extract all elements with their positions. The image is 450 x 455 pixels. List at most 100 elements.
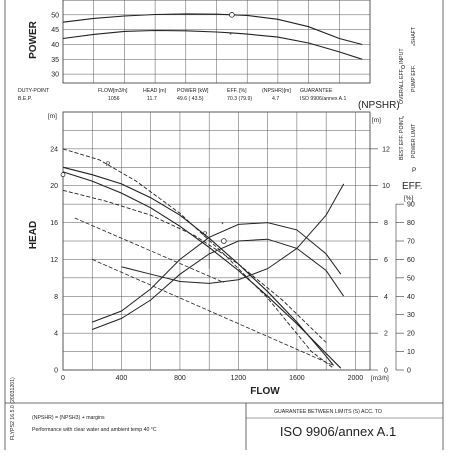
main-series-line — [62, 148, 334, 369]
duty-cell-6: ISO 9906/annex A.1 — [300, 96, 347, 102]
main-series-line — [92, 238, 345, 330]
guarantee-value: ISO 9906/annex A.1 — [280, 424, 396, 439]
legend-shaft: SHAFT — [411, 26, 417, 44]
npshr-tick-label: 10 — [382, 183, 390, 190]
power-y-tick-label: 30 — [51, 72, 59, 79]
main-x-tick-label: 0 — [61, 375, 65, 382]
main-marker-star: * — [221, 222, 224, 229]
power-marker-star: * — [229, 32, 232, 39]
main-x-ticks: 0 400 800 1200 1600 2000 — [61, 375, 363, 382]
duty-cell-1: 1056 — [108, 96, 120, 102]
legend-overall-eff: OVERALL EFF. — [399, 68, 405, 104]
eff-tick-label: 70 — [407, 239, 415, 246]
main-right-ticks: 0 2 4 6 8 10 12 0 10 20 30 40 50 60 70 80 90 — [370, 146, 415, 375]
main-curves: * — [60, 148, 345, 369]
main-series-line — [92, 222, 342, 323]
power-curves: * — [62, 12, 363, 60]
head-axis-label: HEAD — [28, 221, 39, 249]
eff-tick-label: 80 — [407, 220, 415, 227]
main-x-tick-label: 2000 — [348, 375, 364, 382]
legend-shaft-marker: * — [413, 44, 415, 50]
main-series-line — [62, 171, 342, 369]
duty-header-5: (NPSHR)[m] — [262, 88, 291, 94]
power-panel: 30 35 40 45 50 POWER * INPUT SHAFT * OVERALL… — [28, 0, 417, 104]
main-series-line — [121, 183, 345, 284]
power-legend: INPUT SHAFT * OVERALL EFF. PUMP EFF. — [399, 26, 417, 104]
power-y-ticks: 30 35 40 45 50 — [51, 12, 59, 78]
footer-note-1: (NPSHR) = (NPSH3) + margins — [32, 415, 105, 421]
main-marker-circle — [60, 172, 66, 178]
main-x-tick-label: 1200 — [231, 375, 247, 382]
npshr-tick-label: 4 — [384, 294, 388, 301]
side-label-bep: BEST EFF. POINT — [399, 116, 405, 160]
main-marker-circle — [221, 238, 227, 244]
npshr-tick-label: 12 — [382, 146, 390, 153]
power-grid — [62, 0, 371, 83]
main-y-tick-label: 12 — [50, 257, 58, 264]
duty-header-1: FLOW[m3/h] — [98, 88, 128, 94]
eff-tick-label: 40 — [407, 294, 415, 301]
legend-input-marker — [401, 65, 405, 69]
main-y-tick-label: 0 — [54, 368, 58, 375]
duty-cell-3: 49.6 ( 43.5) — [177, 96, 204, 102]
main-y-tick-label: 8 — [54, 294, 58, 301]
eff-tick-label: 0 — [407, 368, 411, 375]
side-legend-p: P — [412, 167, 416, 174]
power-marker-circle — [229, 12, 235, 18]
power-y-tick-label: 45 — [51, 27, 59, 34]
eff-tick-label: 90 — [407, 202, 415, 209]
side-label-power-limit: POWER LIMIT — [411, 123, 417, 158]
legend-pump-eff: PUMP EFF. — [411, 65, 417, 92]
main-y-tick-label: 20 — [50, 183, 58, 190]
main-x-tick-label: 1600 — [289, 375, 305, 382]
npshr-tick-label: 2 — [384, 331, 388, 338]
eff-tick-label: 10 — [407, 349, 415, 356]
eff-tick-label: 50 — [407, 275, 415, 282]
duty-header-3: POWER [kW] — [177, 88, 209, 94]
npshr-tick-label: 8 — [384, 220, 388, 227]
side-code: FLYPS2 16.5.0 (20031201) — [10, 377, 16, 440]
main-x-tick-label: 400 — [116, 375, 128, 382]
side-legend-star: * — [402, 116, 404, 122]
flow-unit: [m3/h] — [371, 375, 389, 382]
power-series-line — [62, 13, 363, 46]
legend-input: INPUT — [399, 48, 405, 64]
duty-header-4: EFF. [%] — [227, 88, 247, 94]
main-y-ticks: 0 4 8 12 16 20 24 — [50, 146, 58, 374]
power-y-tick-label: 40 — [51, 42, 59, 49]
main-y-tick-label: 16 — [50, 220, 58, 227]
main-series-line — [62, 189, 327, 343]
guarantee-title: GUARANTEE BETWEEN LIMITS (S) ACC. TO — [274, 409, 382, 415]
footer-note-2: Performance with clear water and ambient… — [32, 427, 157, 433]
npshr-tick-label: 6 — [384, 257, 388, 264]
power-y-tick-label: 35 — [51, 57, 59, 64]
right-unit-m: [m] — [372, 117, 381, 124]
duty-cell-5: 4.7 — [272, 96, 279, 102]
duty-cell-4: 70.3 (79.9) — [227, 96, 252, 102]
power-y-tick-label: 50 — [51, 12, 59, 19]
duty-header-0: DUTY-POINT — [18, 88, 50, 94]
duty-cell-2: 11.7 — [147, 96, 157, 102]
eff-unit: [%] — [404, 195, 413, 202]
main-series-line — [62, 166, 334, 366]
duty-header-2: HEAD [m] — [143, 88, 167, 94]
dashed-system-line — [92, 259, 334, 366]
main-y-tick-label: 4 — [54, 331, 58, 338]
eff-label: EFF. — [402, 181, 423, 192]
duty-cell-0: B.E.P. — [18, 96, 32, 102]
curve-p-mark-1: P — [106, 161, 110, 168]
main-y-tick-label: 24 — [50, 146, 58, 153]
flow-axis-label: FLOW — [250, 386, 280, 397]
npshr-tick-label: 0 — [384, 368, 388, 375]
duty-point-table: DUTY-POINT FLOW[m3/h] HEAD [m] POWER [kW… — [18, 88, 347, 102]
npshr-label: (NPSHR) — [358, 100, 400, 111]
left-unit-m: [m] — [48, 113, 57, 120]
eff-tick-label: 20 — [407, 331, 415, 338]
main-grid — [62, 111, 370, 371]
power-series-line — [62, 29, 363, 60]
eff-tick-label: 30 — [407, 312, 415, 319]
duty-header-6: GUARANTEE — [300, 88, 333, 94]
